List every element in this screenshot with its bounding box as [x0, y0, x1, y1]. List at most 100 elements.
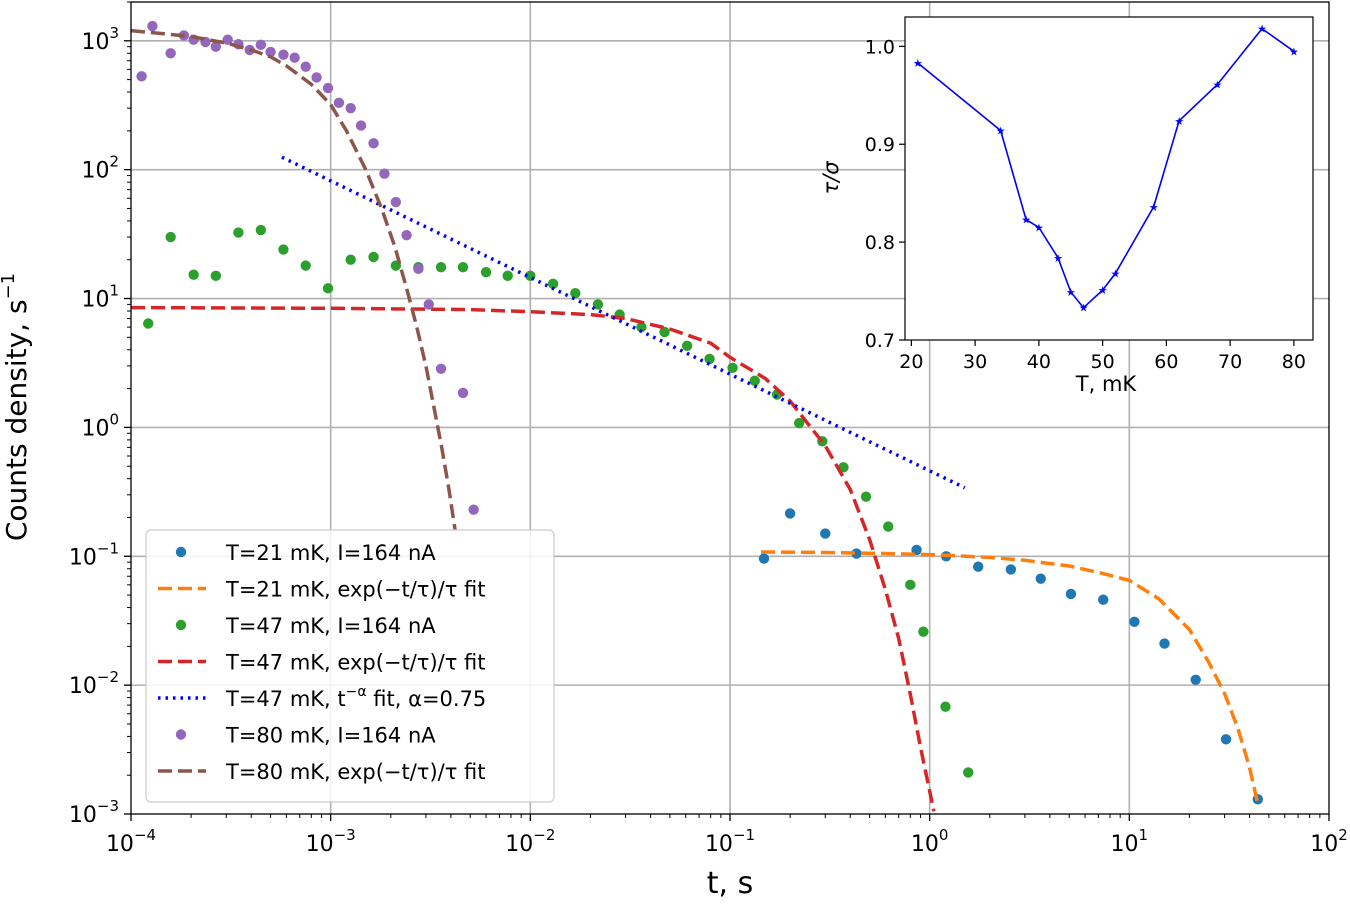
inset-star-marker: ★ — [1021, 214, 1031, 227]
inset-y-tick-label: 1.0 — [865, 36, 895, 58]
inset-star-marker: ★ — [996, 125, 1006, 138]
data-point-series-5 — [255, 39, 267, 51]
fit-line-series-6 — [130, 28, 457, 531]
data-point-series-5 — [345, 102, 356, 114]
data-point-series-2 — [704, 353, 715, 365]
data-point-series-2 — [547, 278, 559, 290]
inset-star-marker: ★ — [1034, 221, 1044, 234]
data-point-series-2 — [345, 254, 356, 265]
legend-marker — [175, 729, 187, 740]
data-point-series-5 — [300, 61, 311, 72]
y-tick-label-base: 10 — [69, 545, 97, 570]
y-tick-label-base: 10 — [81, 30, 109, 55]
x-tick-label-exponent: −4 — [134, 826, 156, 844]
data-point-series-2 — [659, 326, 670, 338]
y-tick-label-exponent: 1 — [109, 282, 119, 300]
data-point-series-5 — [311, 72, 322, 83]
fit-line-series-1 — [760, 550, 1260, 805]
data-point-series-0 — [1065, 588, 1077, 600]
data-point-series-0 — [820, 528, 831, 539]
fit-line-series-3 — [130, 305, 936, 812]
y-axis-label-text: Counts density, s — [0, 299, 33, 541]
data-point-series-2 — [570, 287, 581, 299]
data-point-series-0 — [1220, 734, 1232, 745]
data-point-series-0 — [1035, 573, 1046, 584]
main-ticks: 10−4 10−3 10−2 10−1 100 101 10210−310−210−1100… — [69, 1, 1348, 857]
y-tick-label: 10−3 — [69, 797, 119, 828]
data-point-series-2 — [143, 318, 154, 329]
data-point-series-2 — [793, 417, 805, 429]
y-tick-label-base: 10 — [69, 674, 97, 699]
y-tick-label-base: 10 — [81, 416, 109, 441]
inset-x-tick-label: 50 — [1091, 351, 1115, 373]
data-point-series-5 — [278, 49, 289, 60]
data-point-series-2 — [940, 701, 951, 712]
y-tick-label-exponent: 2 — [109, 153, 119, 171]
inset-star-marker: ★ — [913, 57, 923, 70]
inset-axes-frame — [904, 16, 1314, 341]
inset-x-tick-label: 80 — [1282, 351, 1306, 373]
data-point-series-0 — [851, 548, 862, 559]
data-point-series-2 — [749, 375, 760, 386]
x-tick-label-base: 10 — [911, 832, 939, 857]
inset-series-line — [917, 27, 1295, 309]
data-point-series-2 — [322, 283, 334, 294]
legend-label-exponent: −α — [346, 684, 367, 700]
inset-star-marker: ★ — [1257, 23, 1267, 36]
data-point-series-0 — [1098, 594, 1109, 605]
data-point-series-5 — [265, 46, 276, 58]
x-tick-label-exponent: 0 — [939, 826, 949, 844]
y-tick-label-base: 10 — [81, 159, 109, 184]
data-point-series-2 — [165, 231, 176, 243]
data-point-series-2 — [210, 270, 222, 282]
y-tick-label-base: 10 — [81, 288, 109, 313]
data-point-series-5 — [390, 196, 402, 208]
y-tick-label: 102 — [81, 153, 119, 184]
inset-chart: ★★★★★★★★★★★★★★ 20 30 40 50 60 70 800.70.80.91.… — [819, 16, 1314, 396]
legend-label: T=80 mK, I=164 nA — [225, 724, 436, 748]
data-point-series-0 — [1190, 674, 1201, 685]
data-point-series-5 — [322, 82, 334, 94]
inset-x-tick-label: 20 — [899, 351, 923, 373]
x-tick-label-exponent: 2 — [1338, 826, 1348, 844]
data-point-series-5 — [401, 230, 412, 241]
inset-y-tick-label: 0.7 — [865, 330, 895, 352]
data-point-series-2 — [883, 521, 894, 532]
data-point-series-2 — [905, 579, 916, 591]
data-point-series-2 — [860, 491, 872, 502]
y-tick-label: 10−2 — [69, 668, 119, 699]
data-point-series-5 — [222, 34, 233, 45]
data-point-series-2 — [681, 340, 693, 351]
x-tick-label-exponent: −3 — [334, 826, 356, 844]
x-tick-label: 10−3 — [306, 826, 356, 857]
inset-y-axis-label: τ/σ — [819, 161, 843, 195]
y-tick-label-exponent: 0 — [109, 410, 119, 428]
data-point-series-2 — [255, 224, 267, 236]
data-point-series-2 — [918, 626, 929, 637]
legend-label: T=47 mK, I=164 nA — [225, 614, 436, 638]
x-tick-label: 101 — [1111, 826, 1149, 857]
data-point-series-0 — [1005, 564, 1017, 575]
data-point-series-5 — [147, 20, 158, 32]
x-tick-label: 100 — [911, 826, 949, 857]
inset-star-marker: ★ — [1110, 267, 1120, 280]
y-tick-label-exponent: −3 — [97, 797, 119, 815]
data-point-series-2 — [435, 262, 447, 273]
x-tick-label: 102 — [1310, 826, 1348, 857]
data-point-series-2 — [368, 251, 379, 263]
x-tick-label: 10−2 — [505, 826, 555, 857]
data-point-series-0 — [1129, 616, 1140, 628]
x-tick-label-exponent: −1 — [733, 826, 755, 844]
inset-x-tick-label: 70 — [1218, 351, 1242, 373]
y-tick-label: 103 — [81, 24, 119, 55]
inset-background — [905, 17, 1313, 340]
x-tick-label: 10−1 — [705, 826, 755, 857]
inset-x-tick-label: 30 — [963, 351, 987, 373]
data-point-series-2 — [636, 321, 647, 333]
data-point-series-5 — [457, 387, 469, 399]
legend-box — [145, 529, 555, 803]
fit-line-series-4 — [281, 155, 966, 490]
inset-star-marker: ★ — [1174, 115, 1184, 128]
data-point-series-5 — [210, 41, 222, 52]
